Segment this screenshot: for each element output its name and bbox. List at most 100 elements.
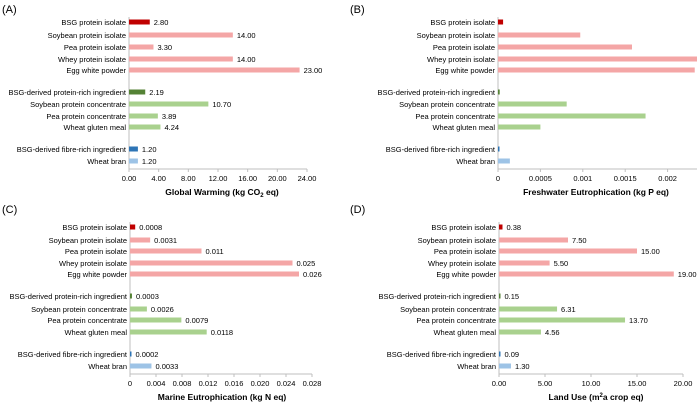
bar: [499, 306, 558, 312]
value-label: 6.31: [561, 305, 576, 314]
category-label: BSG protein isolate: [61, 18, 126, 27]
bar: [130, 293, 132, 299]
category-label: Pea protein isolate: [433, 43, 495, 52]
chart-panel-3: (D) 0.00 5.00 10.00 15.00 20.00 BSG protein is…: [350, 204, 697, 402]
bar: [498, 32, 581, 38]
x-tick-label: 24.00: [298, 174, 317, 183]
bar: [499, 351, 501, 357]
bar: [499, 363, 511, 369]
value-label: 0.38: [506, 223, 521, 232]
bar: [130, 248, 202, 254]
category-label: Pea protein concentrate: [46, 112, 126, 121]
category-label: Pea protein isolate: [434, 247, 496, 256]
value-label: 1.20: [142, 157, 157, 166]
x-tick-label: 0.00: [492, 379, 507, 388]
bar: [499, 237, 568, 243]
category-label: Soybean protein concentrate: [399, 100, 495, 109]
x-tick-label: 0: [128, 379, 132, 388]
x-tick-label: 20.00: [674, 379, 693, 388]
category-label: BSG-derived fibre-rich ingredient: [18, 350, 128, 359]
panel-label: (D): [350, 204, 365, 216]
value-label: 14.00: [237, 31, 256, 40]
value-label: 1.20: [142, 145, 157, 154]
value-label: 13.70: [629, 316, 648, 325]
x-axis-title-end: a crop eq): [603, 392, 644, 402]
bar: [129, 56, 233, 62]
category-label: Wheat bran: [87, 157, 126, 166]
x-tick-label: 0.002: [658, 174, 677, 183]
category-label: Pea protein concentrate: [415, 112, 495, 121]
x-tick-label: 0.016: [225, 379, 244, 388]
x-tick-label: 0.00: [122, 174, 137, 183]
bar: [129, 19, 150, 25]
value-label: 0.09: [505, 350, 520, 359]
category-label: BSG protein isolate: [62, 223, 127, 232]
value-label: 3.30: [157, 43, 172, 52]
panel-label: (B): [350, 4, 365, 16]
category-label: Pea protein concentrate: [416, 316, 496, 325]
value-label: 0.0079: [185, 316, 208, 325]
x-tick-label: 0: [496, 174, 500, 183]
panel-label: (A): [2, 4, 17, 16]
value-label: 4.56: [545, 328, 560, 337]
bar: [499, 317, 626, 323]
bar: [499, 293, 501, 299]
value-label: 0.026: [303, 270, 322, 279]
bar: [129, 124, 161, 130]
category-label: Soybean protein isolate: [48, 31, 126, 40]
bar: [130, 329, 207, 335]
category-label: Whey protein isolate: [427, 55, 495, 64]
x-tick-label: 0.012: [199, 379, 218, 388]
bar: [498, 158, 510, 164]
bar: [499, 248, 637, 254]
bar: [498, 19, 504, 25]
value-label: 0.0031: [154, 236, 177, 245]
x-axis-title-main: Freshwater Eutrophication (kg P eq): [523, 187, 669, 197]
category-label: Soybean protein concentrate: [30, 100, 126, 109]
bar: [499, 271, 674, 277]
bar: [130, 317, 182, 323]
x-tick-label: 0.008: [173, 379, 192, 388]
bar: [130, 363, 152, 369]
category-label: Wheat bran: [457, 362, 496, 371]
value-label: 1.30: [515, 362, 530, 371]
value-label: 0.011: [206, 247, 224, 256]
bar: [130, 224, 136, 230]
bar: [498, 89, 500, 95]
x-tick-label: 8.00: [181, 174, 196, 183]
value-label: 23.00: [304, 66, 323, 75]
x-axis-title-main: Global Warming (kg CO: [165, 187, 260, 197]
bar: [130, 260, 293, 266]
category-label: Whey protein isolate: [59, 259, 127, 268]
x-tick-label: 15.00: [628, 379, 647, 388]
bar: [499, 224, 503, 230]
x-axis-title: Marine Eutrophication (kg N eq): [158, 392, 287, 402]
bar: [129, 67, 300, 73]
value-label: 0.025: [297, 259, 316, 268]
bar: [129, 89, 146, 95]
value-label: 0.0008: [139, 223, 162, 232]
bar: [498, 113, 646, 119]
x-tick-label: 0.004: [147, 379, 166, 388]
x-tick-label: 0.0015: [614, 174, 637, 183]
bar: [130, 306, 147, 312]
category-label: Whey protein isolate: [428, 259, 496, 268]
category-label: Egg white powder: [436, 270, 496, 279]
category-label: Egg white powder: [66, 66, 126, 75]
category-label: Soybean protein isolate: [418, 236, 496, 245]
x-axis-title: Land Use (m2a crop eq): [549, 392, 644, 402]
value-label: 4.24: [164, 123, 179, 132]
category-label: BSG-derived protein-rich ingredient: [377, 88, 495, 97]
x-axis-title-main: Land Use (m: [549, 392, 600, 402]
panel-label: (C): [2, 204, 17, 216]
bar: [129, 113, 158, 119]
category-label: BSG-derived fibre-rich ingredient: [387, 350, 497, 359]
x-tick-label: 20.00: [268, 174, 287, 183]
bar: [499, 260, 550, 266]
value-label: 0.0002: [136, 350, 159, 359]
category-label: Soybean protein concentrate: [31, 305, 127, 314]
category-label: BSG-derived protein-rich ingredient: [9, 292, 127, 301]
value-label: 5.50: [554, 259, 569, 268]
